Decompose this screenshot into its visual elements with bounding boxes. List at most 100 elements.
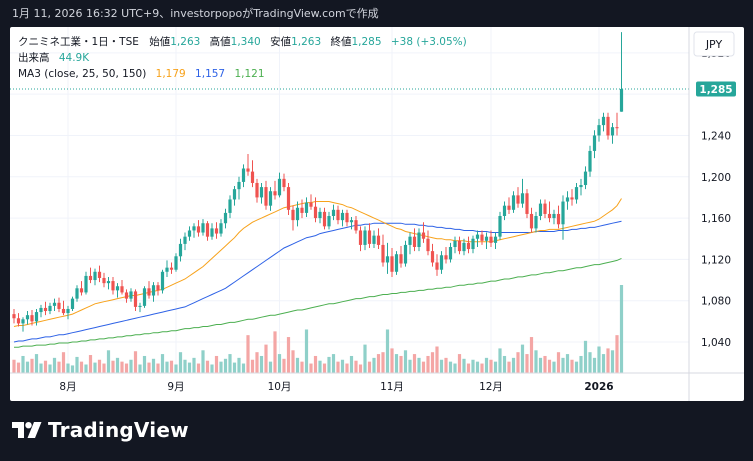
candle	[588, 145, 592, 177]
candle	[196, 220, 201, 237]
candle	[291, 205, 295, 231]
volume-bars	[12, 285, 624, 373]
candle-body	[232, 189, 237, 200]
candle-body	[304, 202, 309, 213]
candle-body	[61, 308, 66, 314]
candle	[97, 265, 102, 283]
volume-bar	[394, 354, 399, 373]
candle-body	[471, 238, 475, 250]
volume-bar	[228, 354, 232, 373]
candle-body	[156, 285, 160, 291]
volume-bar	[385, 329, 390, 373]
candle-body	[223, 212, 228, 224]
volume-bar	[196, 363, 201, 373]
volume-bar	[300, 361, 304, 373]
candle	[93, 268, 97, 286]
time-axis[interactable]: 8月 9月 10月 11月 12月 2026	[59, 381, 613, 393]
candle-body	[331, 209, 336, 217]
candle-body	[138, 305, 142, 307]
candle	[138, 302, 142, 313]
candle-body	[615, 127, 619, 129]
symbol-name[interactable]: クニミネ工業・1日・TSE	[18, 35, 139, 48]
candle-body	[115, 286, 120, 291]
candle	[511, 191, 516, 213]
volume-bar	[223, 358, 228, 373]
candle-body	[583, 171, 588, 186]
candle	[340, 209, 345, 227]
grid	[10, 27, 689, 373]
candle	[516, 187, 520, 208]
candle-body	[169, 267, 174, 270]
volume-bar	[111, 360, 115, 373]
candle	[66, 305, 70, 320]
candle-body	[561, 201, 565, 225]
high-value: 1,340	[231, 36, 261, 48]
candle-body	[372, 235, 376, 244]
volume-bar	[304, 329, 309, 373]
candle-body	[579, 185, 583, 188]
volume-bar	[340, 359, 345, 373]
candle	[345, 209, 349, 227]
price-tick-label: 1,120	[701, 254, 731, 266]
candle	[421, 222, 426, 243]
candle	[219, 219, 223, 237]
candle-body	[336, 209, 340, 221]
candle-body	[421, 232, 426, 239]
tradingview-logo[interactable]: TradingView	[12, 418, 189, 442]
candle	[88, 267, 93, 284]
candle-body	[196, 226, 201, 233]
candle-body	[493, 236, 498, 243]
candle	[565, 191, 570, 210]
volume-bar	[543, 355, 547, 373]
candle	[439, 251, 444, 274]
currency-button[interactable]: JPY	[693, 31, 735, 57]
volume-bar	[507, 361, 511, 373]
candle-body	[610, 127, 615, 136]
volume-bar	[322, 363, 327, 373]
volume-bar	[336, 361, 340, 373]
time-tick-label: 9月	[167, 381, 184, 393]
candle-body	[439, 255, 444, 270]
candle-body	[403, 244, 408, 264]
ma50-line	[13, 220, 622, 343]
time-tick-label: 10月	[268, 381, 292, 393]
candle-body	[543, 203, 547, 214]
candle	[457, 236, 462, 255]
candle	[493, 232, 498, 250]
volume-bar	[255, 352, 259, 373]
volume-bar	[57, 361, 61, 373]
candle-body	[84, 275, 88, 293]
candle-body	[457, 240, 462, 252]
candle-body	[75, 288, 79, 299]
volume-bar	[471, 359, 475, 373]
candle-body	[601, 116, 606, 126]
volume-bar	[214, 355, 219, 373]
price-tick-label: 1,240	[701, 130, 731, 142]
candle	[205, 221, 210, 241]
volume-bar	[484, 357, 489, 373]
candle	[502, 201, 507, 221]
candle-body	[619, 88, 624, 112]
candle-body	[147, 288, 151, 296]
candle-body	[381, 244, 385, 263]
candle-body	[39, 307, 43, 313]
volume-bar	[61, 352, 66, 373]
volume-bar	[457, 354, 462, 373]
volume-bar	[48, 364, 52, 373]
candle-body	[606, 116, 610, 136]
candle	[403, 240, 408, 267]
candle-body	[552, 213, 556, 219]
candle	[466, 236, 471, 254]
ma150-value: 1,121	[234, 68, 264, 80]
volume-bar	[534, 350, 538, 373]
candle	[124, 289, 129, 303]
price-tick-label: 1,040	[701, 337, 731, 349]
volume-bar	[84, 364, 88, 373]
volume-bar	[426, 355, 430, 373]
candle-body	[142, 288, 147, 306]
volume-bar	[174, 364, 178, 373]
candle	[232, 186, 237, 206]
